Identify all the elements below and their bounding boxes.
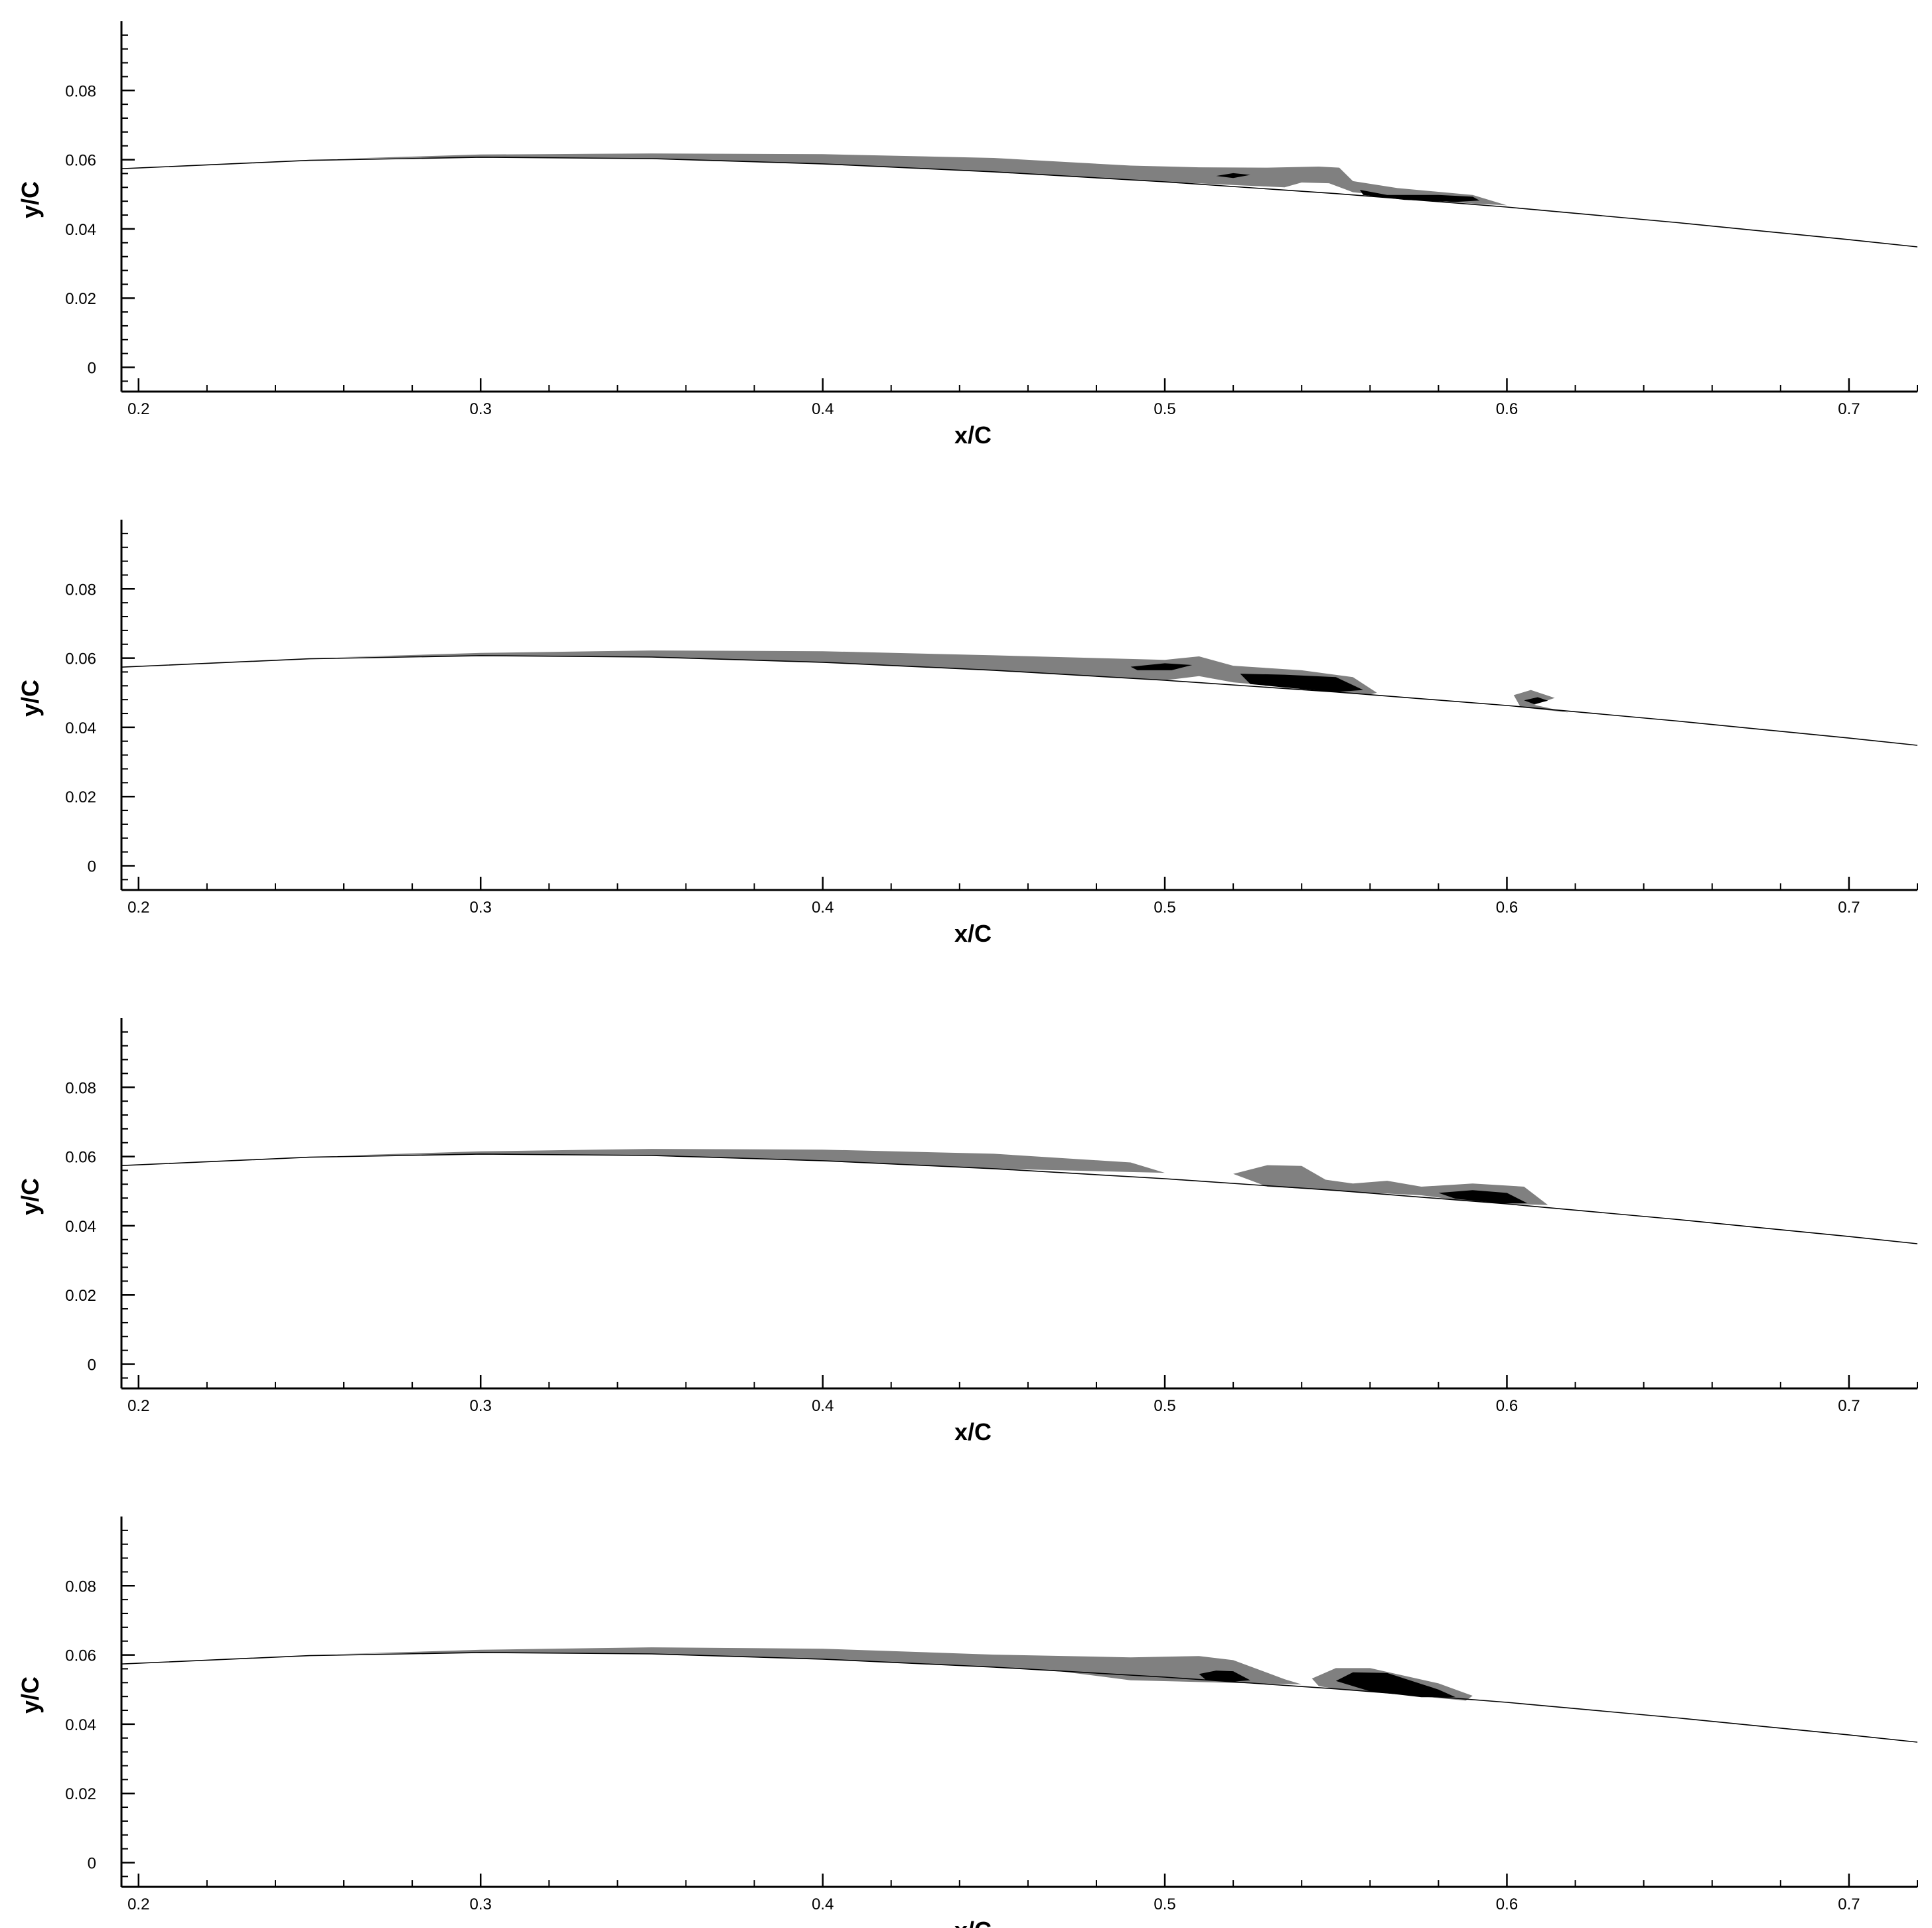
- airfoil-surface-line: [121, 1153, 1917, 1244]
- y-tick-label: 0.04: [65, 1218, 96, 1236]
- x-tick-label: 0.2: [127, 1895, 149, 1913]
- x-tick-label: 0.6: [1496, 899, 1518, 917]
- contour-panel-1: 0.2 0.3 0.4 0.5 0.6 0.7 0 0.02 0.04 0.06 0.08 x/C y/…: [17, 21, 1918, 449]
- x-tick-label: 0.2: [127, 1397, 149, 1415]
- x-axis-title: x/C: [954, 421, 992, 449]
- y-tick-label: 0.06: [65, 1149, 96, 1167]
- contour-core-region: [1438, 1190, 1528, 1203]
- y-axis-title: y/C: [17, 1676, 44, 1714]
- contour-outer-region: [344, 1149, 1165, 1173]
- y-tick-label: 0: [88, 359, 96, 377]
- y-tick-label: 0.02: [65, 788, 96, 806]
- x-axis-title: x/C: [954, 1917, 992, 1928]
- y-tick-label: 0.02: [65, 290, 96, 308]
- contour-panel-4: 0.2 0.3 0.4 0.5 0.6 0.7 0 0.02 0.04 0.06 0.08 x/C y/…: [17, 1517, 1918, 1928]
- y-tick-label: 0: [88, 857, 96, 875]
- contour-panel-2: 0.2 0.3 0.4 0.5 0.6 0.7 0 0.02 0.04 0.06 0.08 x/C y/…: [17, 520, 1918, 947]
- x-tick-label: 0.6: [1496, 400, 1518, 418]
- x-axis-title: x/C: [954, 920, 992, 947]
- x-tick-label: 0.3: [470, 400, 492, 418]
- y-tick-label: 0.06: [65, 152, 96, 170]
- contour-panel-3: 0.2 0.3 0.4 0.5 0.6 0.7 0 0.02 0.04 0.06 0.08 x/C y/…: [17, 1018, 1918, 1446]
- contour-core-region: [1359, 190, 1480, 202]
- y-tick-label: 0.08: [65, 1079, 96, 1097]
- x-tick-label: 0.4: [812, 1397, 834, 1415]
- contour-core-region: [1240, 674, 1363, 692]
- y-tick-label: 0.08: [65, 581, 96, 599]
- x-tick-label: 0.5: [1153, 899, 1175, 917]
- x-axis-title: x/C: [954, 1418, 992, 1446]
- airfoil-surface-line: [121, 157, 1917, 248]
- x-tick-label: 0.7: [1838, 899, 1860, 917]
- contour-outer-region: [344, 1647, 1302, 1684]
- x-tick-label: 0.7: [1838, 1895, 1860, 1913]
- y-axis-title: y/C: [17, 680, 44, 717]
- contour-core-region: [1130, 663, 1193, 670]
- y-tick-label: 0.08: [65, 82, 96, 100]
- y-axis-title: y/C: [17, 1178, 44, 1215]
- y-tick-label: 0.04: [65, 1716, 96, 1734]
- x-tick-label: 0.3: [470, 1895, 492, 1913]
- contour-core-region: [1199, 1670, 1250, 1682]
- x-tick-label: 0.4: [812, 899, 834, 917]
- y-tick-label: 0.02: [65, 1785, 96, 1803]
- x-tick-label: 0.4: [812, 400, 834, 418]
- y-tick-label: 0.04: [65, 221, 96, 239]
- y-tick-label: 0.02: [65, 1287, 96, 1305]
- x-tick-label: 0.3: [470, 1397, 492, 1415]
- x-tick-label: 0.2: [127, 899, 149, 917]
- x-tick-label: 0.7: [1838, 1397, 1860, 1415]
- y-tick-label: 0.08: [65, 1578, 96, 1595]
- x-tick-label: 0.4: [812, 1895, 834, 1913]
- x-tick-label: 0.5: [1153, 1895, 1175, 1913]
- y-axis-title: y/C: [17, 181, 44, 218]
- contour-core-region: [1524, 697, 1548, 704]
- y-tick-label: 0.06: [65, 1647, 96, 1665]
- y-tick-label: 0.06: [65, 650, 96, 668]
- x-tick-label: 0.5: [1153, 1397, 1175, 1415]
- contour-outer-region: [344, 650, 1377, 695]
- contour-core-region: [1335, 1672, 1456, 1698]
- y-tick-label: 0.04: [65, 719, 96, 737]
- airfoil-surface-line: [121, 1652, 1917, 1743]
- x-tick-label: 0.3: [470, 899, 492, 917]
- airfoil-surface-line: [121, 655, 1917, 746]
- contour-core-region: [1216, 173, 1250, 179]
- x-tick-label: 0.6: [1496, 1895, 1518, 1913]
- y-tick-label: 0: [88, 1356, 96, 1374]
- x-tick-label: 0.5: [1153, 400, 1175, 418]
- x-tick-label: 0.7: [1838, 400, 1860, 418]
- y-tick-label: 0: [88, 1854, 96, 1872]
- x-tick-label: 0.2: [127, 400, 149, 418]
- x-tick-label: 0.6: [1496, 1397, 1518, 1415]
- contour-outer-region: [344, 153, 1507, 206]
